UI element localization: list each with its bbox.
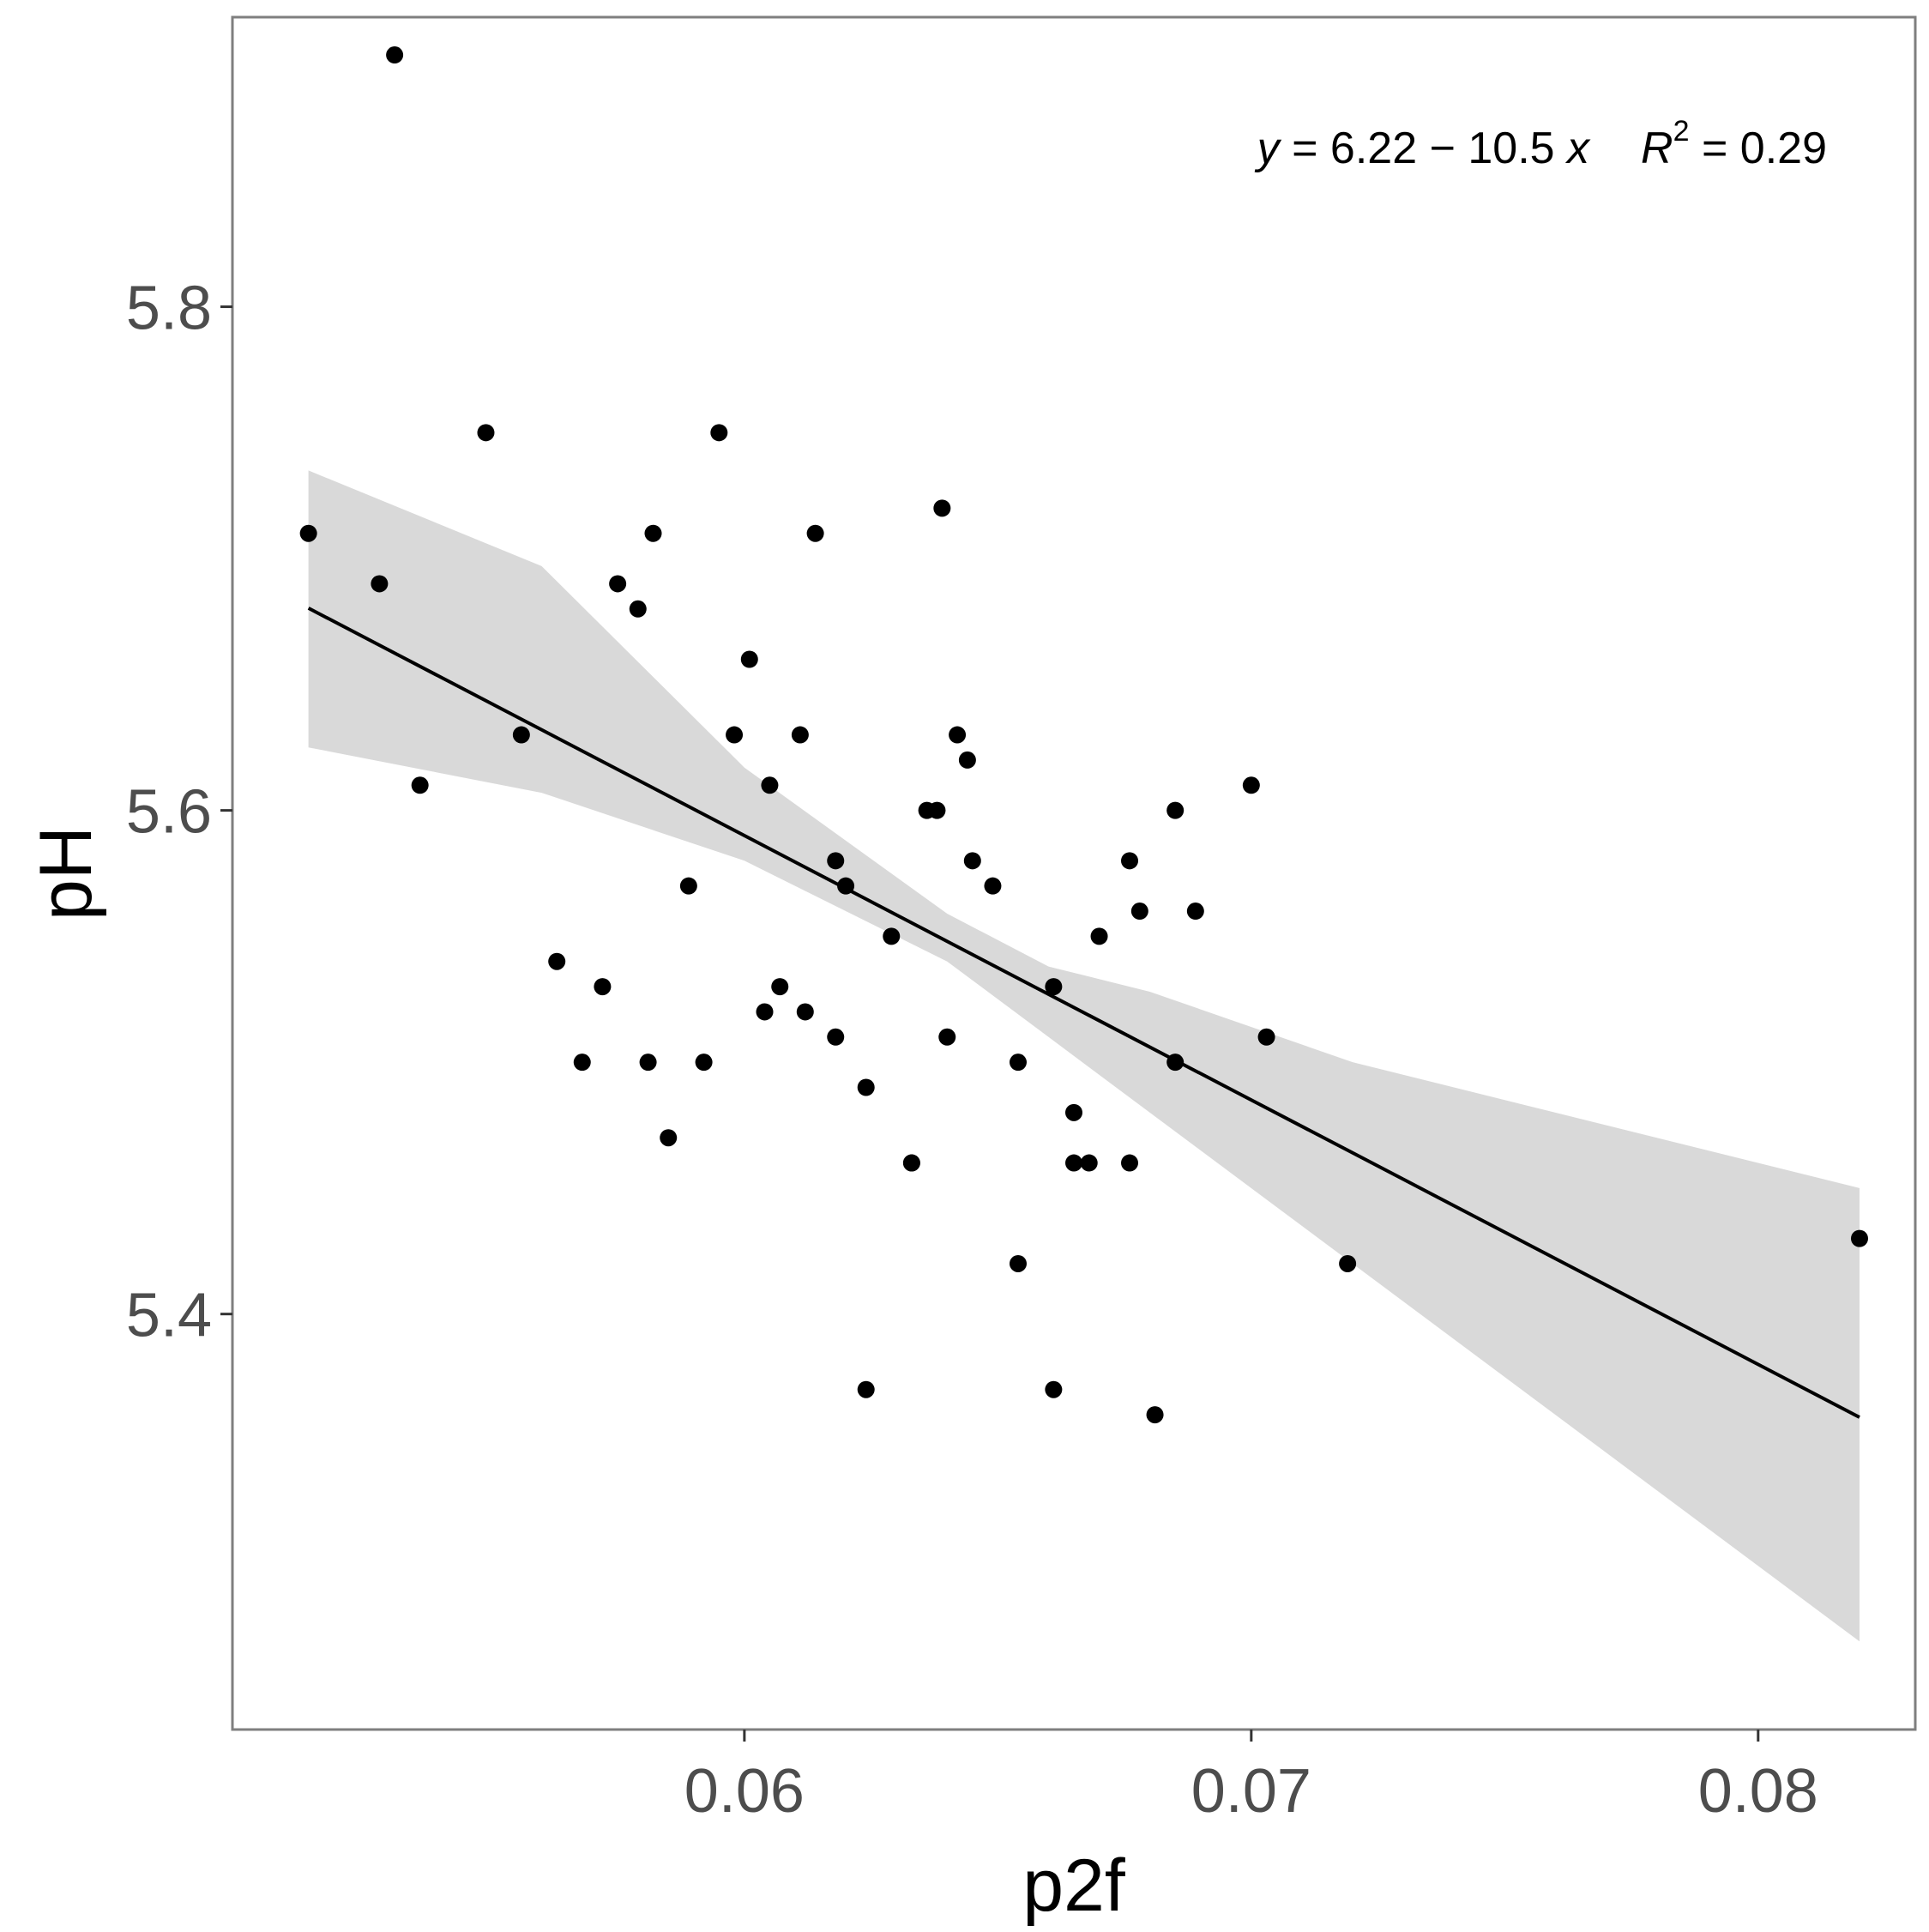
data-point [1009, 1254, 1027, 1272]
data-point [933, 499, 951, 517]
data-point [594, 978, 612, 996]
data-point [1257, 1028, 1275, 1046]
data-point [837, 877, 855, 895]
annotation-r-var: R [1641, 124, 1673, 173]
data-point [1090, 927, 1108, 945]
data-point [1045, 978, 1063, 996]
data-point [386, 46, 404, 64]
data-point [371, 575, 389, 593]
data-point [299, 524, 317, 542]
data-point [857, 1078, 875, 1096]
data-point [806, 524, 824, 542]
data-point [512, 726, 530, 744]
data-point [695, 1054, 713, 1072]
data-point [984, 877, 1002, 895]
data-point [629, 600, 647, 618]
data-point [1850, 1229, 1868, 1247]
data-point [761, 776, 779, 794]
y-tick-label: 5.4 [126, 1282, 212, 1350]
confidence-band [308, 470, 1860, 1642]
data-point [827, 852, 845, 870]
axis-ticks-layer: 0.06 0.07 0.08 5.4 5.6 5.8 [126, 275, 1818, 1826]
data-point [660, 1129, 678, 1147]
data-points-layer [299, 46, 1868, 1424]
data-point [1045, 1380, 1063, 1398]
annotation-x-var: x [1564, 124, 1591, 173]
data-point [949, 726, 967, 744]
data-point [958, 751, 976, 769]
data-point [477, 424, 495, 442]
data-point [1080, 1154, 1098, 1172]
y-axis-title: pH [25, 826, 107, 921]
annotation-equation: = 6.22 − 10.5 [1280, 124, 1567, 173]
regression-annotation: y = 6.22 − 10.5 x R2 = 0.29 [1255, 115, 1827, 173]
data-point [1065, 1103, 1082, 1121]
data-point [609, 575, 627, 593]
x-axis-title: p2f [1022, 1844, 1126, 1927]
x-tick-label: 0.06 [684, 1757, 805, 1826]
data-point [1166, 801, 1185, 819]
data-point [1121, 1154, 1139, 1172]
data-point [1339, 1254, 1357, 1272]
data-point [1121, 852, 1139, 870]
data-point [857, 1380, 875, 1398]
data-point [756, 1003, 774, 1021]
data-point [963, 852, 981, 870]
x-tick-label: 0.08 [1698, 1757, 1818, 1826]
data-point [928, 801, 946, 819]
data-point [1130, 903, 1148, 921]
data-point [827, 1028, 845, 1046]
data-point [771, 978, 789, 996]
data-point [573, 1054, 591, 1072]
y-tick-label: 5.6 [126, 778, 212, 847]
data-point [791, 726, 809, 744]
confidence-band-layer [308, 470, 1860, 1642]
data-point [710, 424, 728, 442]
data-point [1186, 903, 1204, 921]
data-point [639, 1054, 657, 1072]
data-point [938, 1028, 956, 1046]
data-point [740, 650, 758, 668]
data-point [883, 927, 901, 945]
panel-border [231, 15, 1917, 1731]
annotation-y-var: y [1255, 124, 1282, 173]
x-tick-label: 0.07 [1191, 1757, 1311, 1826]
data-point [411, 776, 429, 794]
data-point [548, 952, 566, 970]
annotation-r-exponent: 2 [1673, 115, 1690, 148]
data-point [1146, 1406, 1164, 1424]
annotation-r-value: = 0.29 [1690, 124, 1827, 173]
data-point [726, 726, 744, 744]
regression-line [307, 607, 1860, 1419]
data-point [1065, 1154, 1082, 1172]
y-tick-label: 5.8 [126, 275, 212, 343]
data-point [902, 1154, 920, 1172]
data-point [1242, 776, 1260, 794]
data-point [679, 877, 697, 895]
data-point [1009, 1054, 1027, 1072]
regression-line-layer [307, 607, 1860, 1419]
data-point [796, 1003, 814, 1021]
data-point [1166, 1054, 1185, 1072]
data-point [644, 524, 662, 542]
